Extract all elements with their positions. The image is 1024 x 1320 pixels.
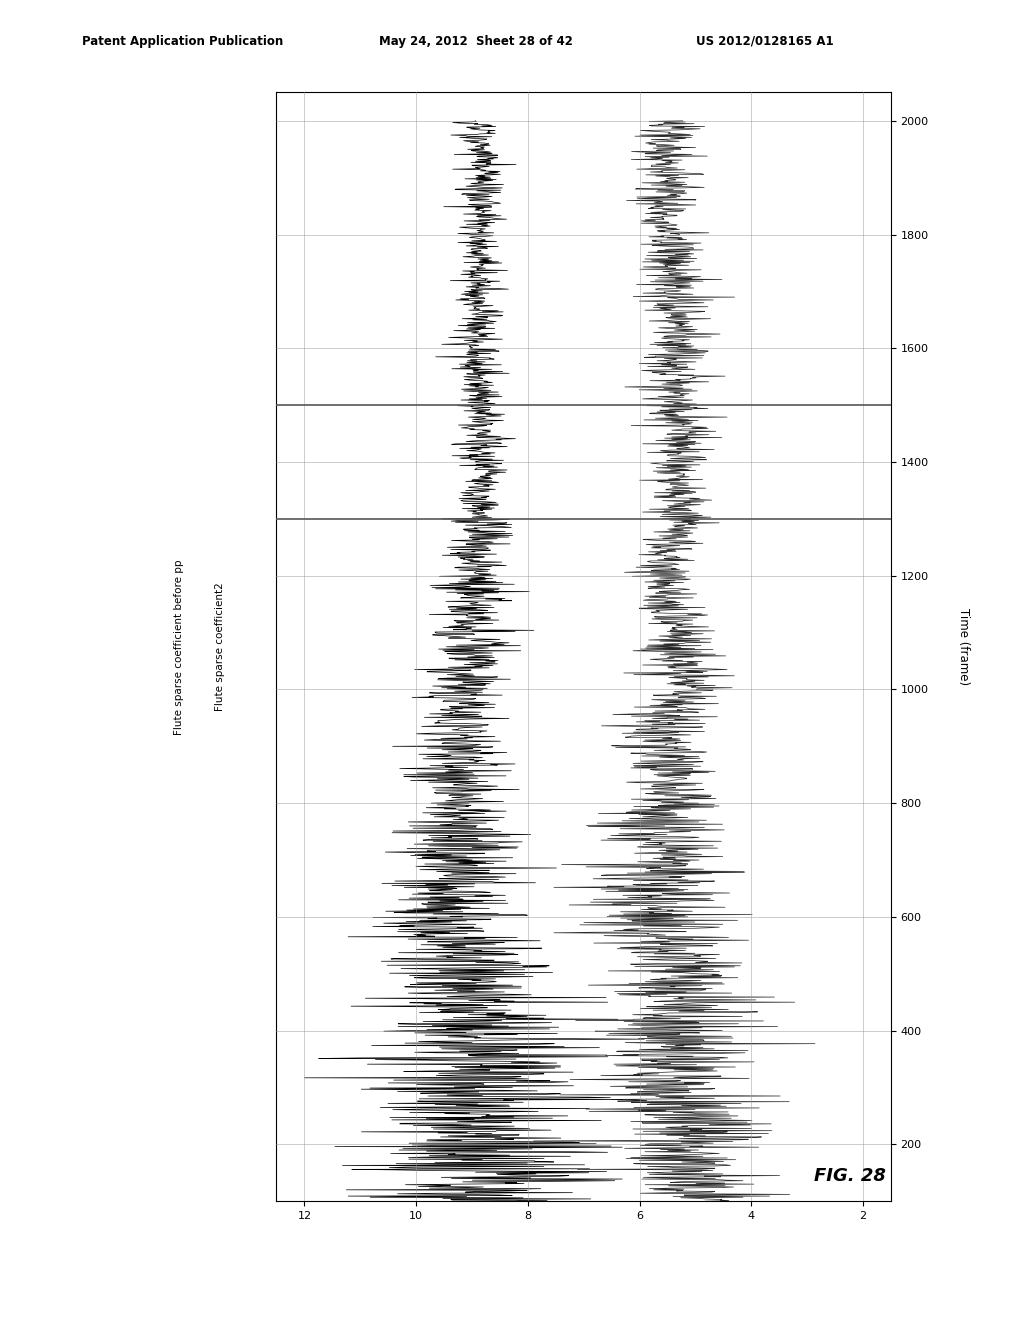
Text: Flute sparse coefficient before pp: Flute sparse coefficient before pp	[174, 560, 184, 734]
Text: May 24, 2012  Sheet 28 of 42: May 24, 2012 Sheet 28 of 42	[379, 34, 572, 48]
Text: Patent Application Publication: Patent Application Publication	[82, 34, 284, 48]
Text: Flute sparse coefficient2: Flute sparse coefficient2	[215, 582, 225, 711]
Text: FIG. 28: FIG. 28	[814, 1167, 886, 1185]
Y-axis label: Time (frame): Time (frame)	[956, 609, 970, 685]
Text: US 2012/0128165 A1: US 2012/0128165 A1	[696, 34, 834, 48]
